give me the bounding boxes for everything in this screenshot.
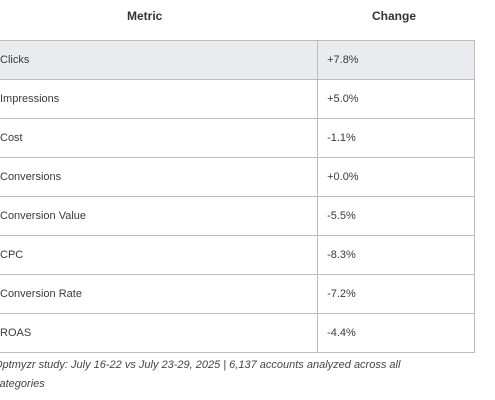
metric-cell: Conversion Rate — [0, 274, 319, 314]
change-cell: -1.1% — [317, 118, 475, 158]
table-row: Conversions +0.0% — [0, 157, 475, 197]
metric-column-header: Metric — [127, 9, 163, 23]
metrics-table: Clicks +7.8% Impressions +5.0% Cost -1.1… — [0, 40, 475, 353]
table-row: Impressions +5.0% — [0, 79, 475, 119]
change-cell: -4.4% — [317, 313, 475, 353]
change-cell: +0.0% — [317, 157, 475, 197]
change-cell: +5.0% — [317, 79, 475, 119]
metric-cell: Cost — [0, 118, 319, 158]
table-row: CPC -8.3% — [0, 235, 475, 275]
change-cell: -8.3% — [317, 235, 475, 275]
metric-cell: ROAS — [0, 313, 319, 353]
change-column-header: Change — [372, 9, 417, 23]
metric-cell: Conversions — [0, 157, 319, 197]
table-row: Conversion Rate -7.2% — [0, 274, 475, 314]
table-row: Conversion Value -5.5% — [0, 196, 475, 236]
change-cell: +7.8% — [317, 40, 475, 80]
metric-cell: Impressions — [0, 79, 319, 119]
table-row: Cost -1.1% — [0, 118, 475, 158]
change-cell: -7.2% — [317, 274, 475, 314]
table-header: Metric Change — [0, 0, 475, 40]
table-row: Clicks +7.8% — [0, 40, 475, 80]
metric-cell: CPC — [0, 235, 319, 275]
table-row: ROAS -4.4% — [0, 313, 475, 353]
metric-cell: Conversion Value — [0, 196, 319, 236]
metric-cell: Clicks — [0, 40, 319, 80]
table-caption: Optmyzr study: July 16-22 vs July 23-29,… — [0, 359, 401, 390]
change-cell: -5.5% — [317, 196, 475, 236]
